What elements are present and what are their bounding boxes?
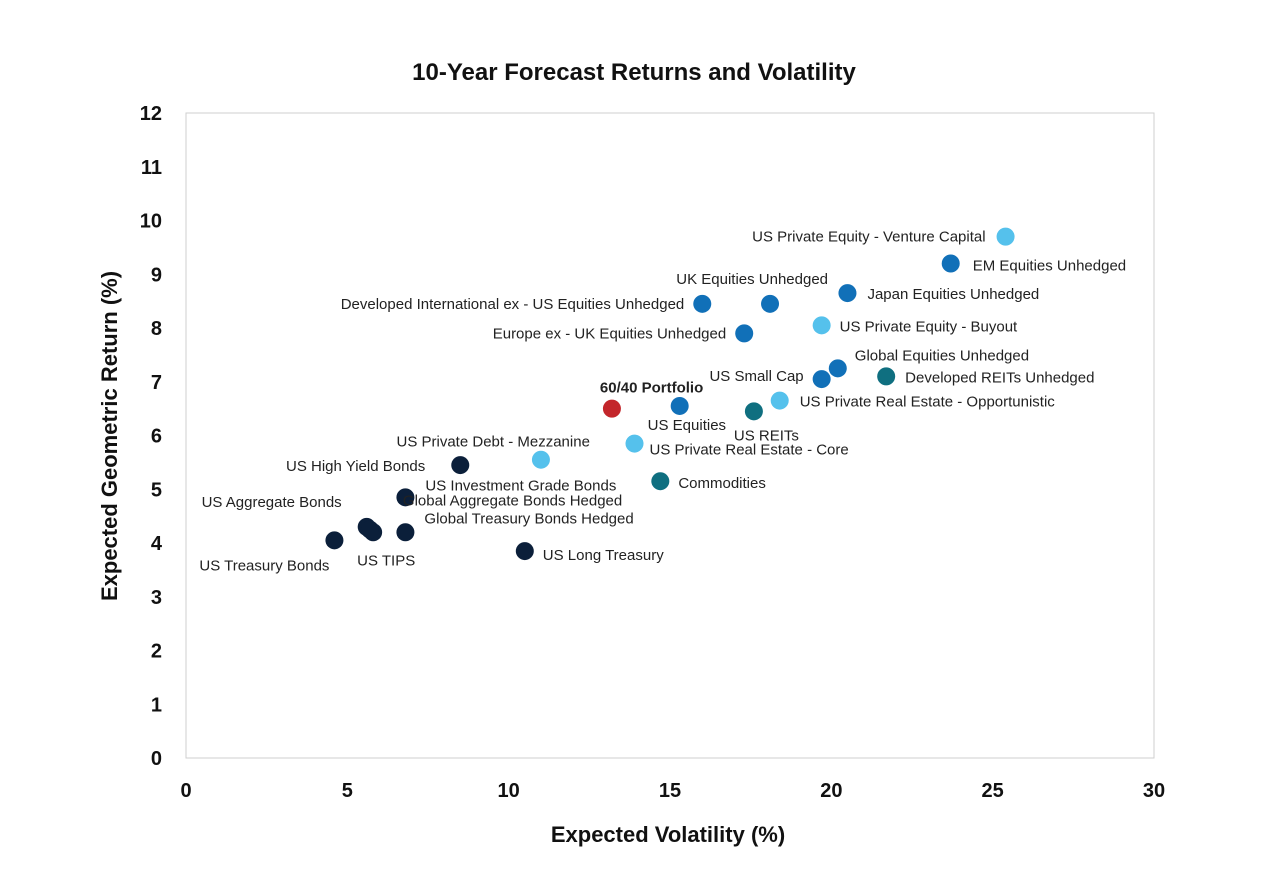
scatter-point xyxy=(693,294,712,313)
x-tick-label: 10 xyxy=(498,780,520,802)
point-label: Global Treasury Bonds Hedged xyxy=(424,510,633,527)
point-label: US Treasury Bonds xyxy=(199,557,329,574)
point-label: US Private Debt - Mezzanine xyxy=(397,434,590,451)
point-label: Developed REITs Unhedged xyxy=(905,369,1094,386)
point-label: Europe ex - UK Equities Unhedged xyxy=(493,325,726,342)
scatter-point xyxy=(602,399,621,418)
x-tick-label: 5 xyxy=(342,780,353,802)
point-label: US Equities xyxy=(648,417,726,434)
y-tick-label: 9 xyxy=(151,264,162,286)
x-tick-label: 30 xyxy=(1143,780,1165,802)
y-tick-label: 12 xyxy=(140,103,162,125)
scatter-point xyxy=(625,434,644,453)
point-label: US Private Equity - Buyout xyxy=(840,318,1018,335)
point-label: EM Equities Unhedged xyxy=(973,258,1126,275)
scatter-point xyxy=(651,472,670,491)
point-label: US REITs xyxy=(734,427,799,444)
scatter-point xyxy=(531,450,550,469)
x-axis-ticks: 0 5 10 15 20 25 30 xyxy=(180,780,1165,802)
scatter-point xyxy=(325,531,344,550)
point-label: Global Equities Unhedged xyxy=(855,347,1029,364)
y-tick-label: 0 xyxy=(151,748,162,770)
y-tick-label: 1 xyxy=(151,694,162,716)
point-label: US Private Real Estate - Core xyxy=(650,442,849,459)
data-points xyxy=(325,227,1015,561)
y-tick-label: 10 xyxy=(140,211,162,233)
y-tick-label: 3 xyxy=(151,587,162,609)
x-tick-label: 20 xyxy=(820,780,842,802)
scatter-point xyxy=(396,488,415,507)
plot-area-frame xyxy=(185,112,1155,759)
y-tick-label: 6 xyxy=(151,426,162,448)
y-tick-label: 5 xyxy=(151,479,162,501)
point-label: US Long Treasury xyxy=(543,547,664,564)
point-labels: US Treasury Bonds US Aggregate Bonds US TI… xyxy=(199,229,1126,575)
scatter-point xyxy=(941,254,960,273)
scatter-point xyxy=(396,523,415,542)
chart-title: 10-Year Forecast Returns and Volatility xyxy=(412,59,856,86)
y-tick-label: 2 xyxy=(151,641,162,663)
y-tick-label: 11 xyxy=(141,157,162,179)
scatter-point xyxy=(515,542,534,561)
point-label: Commodities xyxy=(678,475,766,492)
x-tick-label: 15 xyxy=(659,780,681,802)
x-tick-label: 0 xyxy=(180,780,191,802)
scatter-point xyxy=(877,367,896,386)
scatter-point xyxy=(761,294,780,313)
scatter-point xyxy=(670,396,689,415)
scatter-point xyxy=(770,391,789,410)
x-tick-label: 25 xyxy=(982,780,1004,802)
scatter-point xyxy=(812,370,831,389)
point-label: US Investment Grade Bonds xyxy=(425,477,616,494)
point-label: Global Aggregate Bonds Hedged xyxy=(403,493,622,510)
y-tick-label: 4 xyxy=(151,533,163,555)
x-axis-label: Expected Volatility (%) xyxy=(551,822,785,847)
scatter-point xyxy=(744,402,763,421)
scatter-point xyxy=(812,316,831,335)
scatter-point xyxy=(360,520,379,539)
point-label: US Small Cap xyxy=(709,368,803,385)
y-tick-label: 7 xyxy=(151,372,162,394)
point-label: US High Yield Bonds xyxy=(286,458,425,475)
scatter-point xyxy=(996,227,1015,246)
scatter-point xyxy=(838,284,857,303)
point-label: UK Equities Unhedged xyxy=(676,271,828,288)
y-axis-label: Expected Geometric Return (%) xyxy=(97,271,122,601)
scatter-point xyxy=(451,456,470,475)
point-label: US Private Equity - Venture Capital xyxy=(752,229,985,246)
point-label: Japan Equities Unhedged xyxy=(867,286,1039,303)
y-tick-label: 8 xyxy=(151,318,162,340)
point-label: 60/40 Portfolio xyxy=(600,380,703,397)
scatter-point xyxy=(828,359,847,378)
scatter-point xyxy=(735,324,754,343)
point-label: US Private Real Estate - Opportunistic xyxy=(800,394,1056,411)
point-label: Developed International ex - US Equities… xyxy=(341,296,685,313)
point-label: US TIPS xyxy=(357,552,415,569)
point-label: US Aggregate Bonds xyxy=(202,494,342,511)
